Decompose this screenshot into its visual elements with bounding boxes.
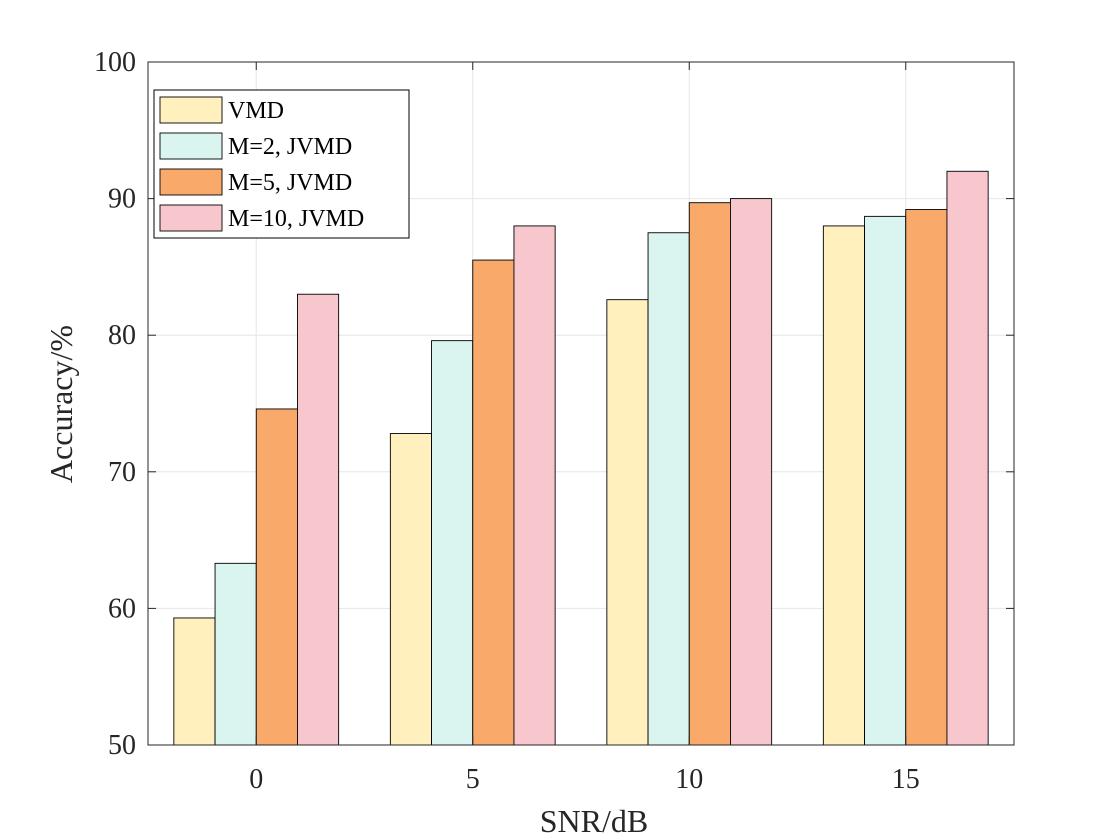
bar	[255, 408, 298, 746]
bar	[946, 170, 989, 746]
legend-label: M=10, JVMD	[228, 206, 364, 232]
bars	[173, 170, 989, 746]
axes	[147, 61, 1015, 746]
y-tick-label: 70	[108, 457, 136, 488]
bar	[431, 340, 474, 746]
bar	[389, 433, 433, 746]
x-tick-label: 5	[466, 764, 480, 795]
bar	[647, 232, 690, 746]
x-tick-label: 15	[892, 764, 920, 795]
legend-label: M=2, JVMD	[228, 134, 352, 160]
bar	[822, 225, 865, 746]
bar	[730, 198, 773, 746]
bar	[513, 225, 556, 746]
bar	[472, 259, 515, 746]
bar	[297, 293, 340, 746]
x-axis-title: SNR/dB	[540, 803, 648, 839]
axes-box	[147, 61, 1015, 746]
y-tick-label: 100	[94, 47, 136, 78]
y-axis-title: Accuracy/%	[43, 325, 79, 483]
bar	[905, 209, 948, 746]
tick-labels: 50 60 70 80 90 100 0 5 10 15	[94, 47, 920, 795]
legend-swatch	[159, 96, 223, 124]
legend-swatch	[159, 204, 223, 232]
legend-swatch	[159, 132, 223, 160]
bar	[864, 215, 907, 746]
y-tick-label: 50	[108, 730, 136, 761]
bar	[214, 562, 257, 746]
bar	[173, 617, 216, 746]
legend: VMD M=2, JVMD M=5, JVMD M=10, JVMD	[153, 89, 410, 239]
y-tick-label: 90	[108, 184, 136, 215]
x-tick-label: 10	[675, 764, 703, 795]
legend-swatch	[159, 168, 223, 196]
y-tick-label: 60	[108, 593, 136, 624]
legend-label: VMD	[228, 98, 284, 124]
bar	[688, 202, 731, 746]
y-tick-label: 80	[108, 320, 136, 351]
x-tick-label: 0	[249, 764, 263, 795]
bar	[606, 299, 649, 746]
legend-label: M=5, JVMD	[228, 170, 352, 196]
